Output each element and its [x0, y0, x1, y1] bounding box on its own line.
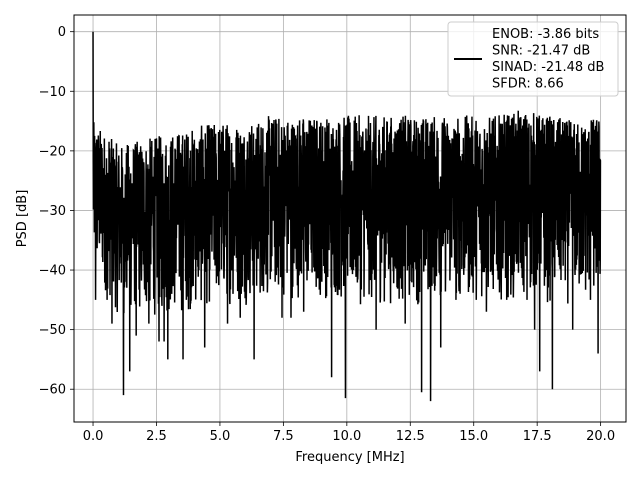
legend-enob: ENOB: -3.86 bits — [492, 27, 599, 42]
x-tick-label: 0.0 — [83, 429, 104, 444]
x-tick-label: 17.5 — [523, 429, 552, 444]
psd-series — [92, 31, 602, 402]
plot-area — [92, 31, 602, 402]
x-tick-label: 15.0 — [459, 429, 488, 444]
x-tick-label: 2.5 — [146, 429, 167, 444]
legend-sinad: SINAD: -21.48 dB — [492, 60, 604, 75]
x-tick-label: 12.5 — [396, 429, 425, 444]
x-tick-label: 5.0 — [210, 429, 231, 444]
psd-line — [92, 31, 602, 402]
legend-box — [447, 21, 619, 97]
y-tick-label: −60 — [39, 383, 66, 398]
y-tick-label: −10 — [39, 85, 66, 100]
y-tick-label: −30 — [39, 204, 66, 219]
y-axis-ticks: 0 −10 −20 −30 −40 −50 −60 — [39, 25, 74, 398]
y-tick-label: 0 — [58, 25, 66, 40]
y-tick-label: −50 — [39, 323, 66, 338]
x-axis-label: Frequency [MHz] — [295, 450, 404, 465]
axes-frame — [73, 14, 627, 423]
legend-snr: SNR: -21.47 dB — [492, 44, 590, 59]
x-tick-label: 20.0 — [586, 429, 615, 444]
legend: ENOB: -3.86 bits SNR: -21.47 dB SINAD: -… — [447, 21, 619, 97]
y-axis-label: PSD [dB] — [15, 190, 30, 248]
x-tick-label: 10.0 — [332, 429, 361, 444]
y-tick-label: −40 — [39, 264, 66, 279]
x-tick-label: 7.5 — [273, 429, 294, 444]
y-tick-label: −20 — [39, 144, 66, 159]
x-axis-ticks: 0.0 2.5 5.0 7.5 10.0 12.5 15.0 17.5 20.0 — [83, 422, 615, 444]
legend-sfdr: SFDR: 8.66 — [492, 77, 564, 92]
